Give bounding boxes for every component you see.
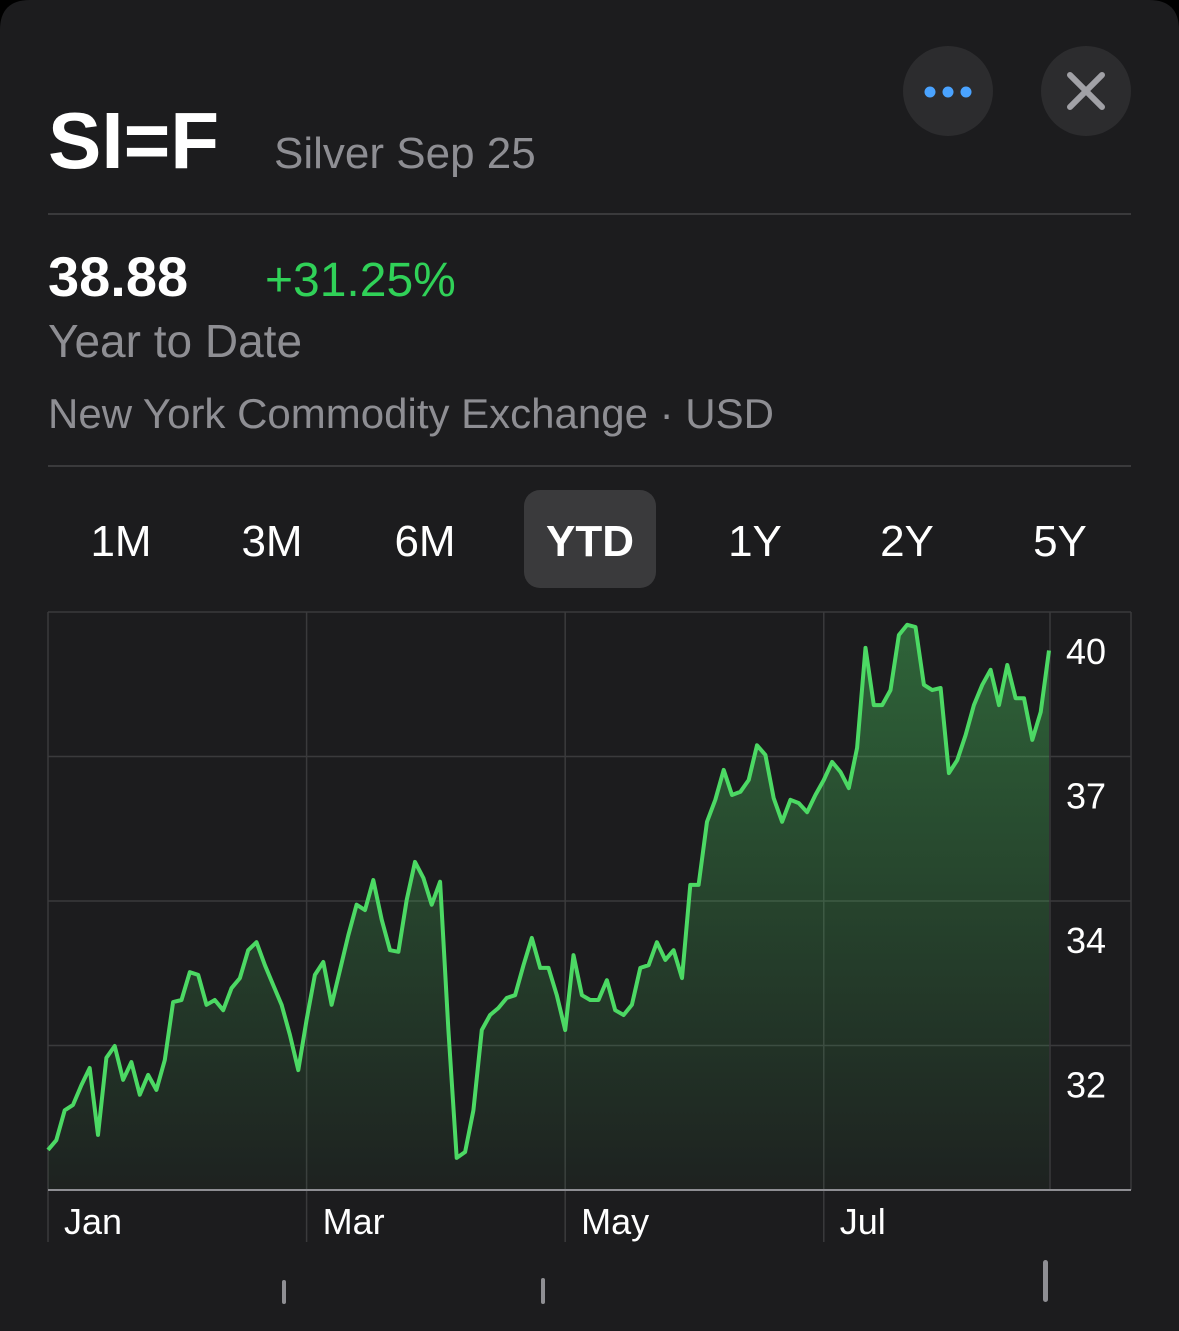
dot: [942, 86, 954, 98]
range-button[interactable]: 5Y: [1033, 517, 1087, 566]
change: +31.25%: [265, 254, 456, 307]
area: [48, 624, 1049, 1190]
scrubber-tick: [541, 1278, 545, 1304]
close-button[interactable]: [1041, 46, 1131, 136]
scrubber: [282, 1260, 1048, 1304]
y-tick-label: 34: [1066, 920, 1106, 961]
x-tick-label: Jan: [64, 1201, 122, 1242]
y-tick-label: 37: [1066, 776, 1106, 817]
range-button[interactable]: YTD: [546, 517, 634, 566]
exchange: New York Commodity Exchange · USD: [48, 390, 774, 437]
more-button[interactable]: [903, 46, 993, 136]
period: Year to Date: [48, 315, 302, 367]
price: 38.88: [48, 245, 188, 308]
range-button[interactable]: 1M: [90, 517, 151, 566]
close-icon: [1067, 72, 1105, 110]
scrubber-handle[interactable]: [1043, 1260, 1048, 1302]
x-tick-label: Jul: [840, 1201, 886, 1242]
y-tick-label: 40: [1066, 631, 1106, 672]
range-button[interactable]: 2Y: [880, 517, 934, 566]
price-line: [46, 622, 1051, 1160]
scrubber-tick: [282, 1280, 286, 1304]
dot: [924, 86, 936, 98]
range-selected-bg[interactable]: [524, 490, 656, 588]
instrument-name: Silver Sep 25: [274, 129, 536, 178]
chart: 40 37 34 32 Jan Mar May Jul: [46, 611, 1132, 1242]
x-tick-label: May: [581, 1201, 649, 1242]
range-button[interactable]: 1Y: [728, 517, 782, 566]
x-tick-label: Mar: [323, 1201, 385, 1242]
range-selector: 1M 3M 6M YTD 1Y 2Y 5Y: [90, 490, 1087, 588]
dot: [960, 86, 972, 98]
symbol: SI=F: [48, 96, 219, 185]
range-button[interactable]: 6M: [394, 517, 455, 566]
range-button[interactable]: 3M: [241, 517, 302, 566]
y-tick-label: 32: [1066, 1065, 1106, 1106]
